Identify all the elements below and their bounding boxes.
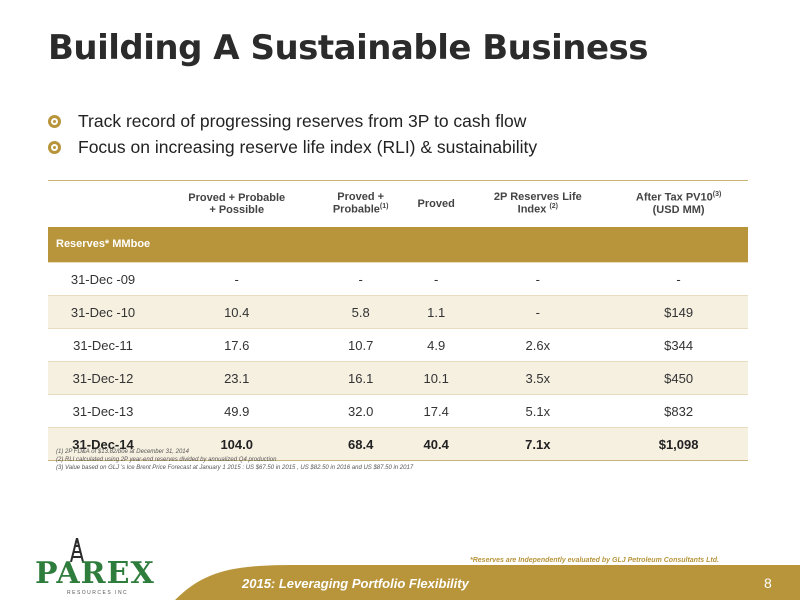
row-date: 31-Dec -09 xyxy=(48,262,158,296)
header-proved: Proved xyxy=(405,180,467,227)
table-header-row: Proved + Probable + Possible Proved + Prob… xyxy=(48,180,748,227)
row-date: 31-Dec-14 xyxy=(48,427,158,461)
table-cell: 32.0 xyxy=(315,394,406,428)
footnotes: (1) 2P FD&A of $13.82/boe at December 31… xyxy=(56,448,413,472)
page-title: Building A Sustainable Business xyxy=(48,28,649,68)
table-cell: 5.1x xyxy=(466,394,610,428)
table-cell: - xyxy=(315,262,406,296)
table-cell: 16.1 xyxy=(315,361,406,395)
header-rli: 2P Reserves Life Index (2) xyxy=(466,180,610,227)
footer-tagline: 2015: Leveraging Portfolio Flexibility xyxy=(242,576,469,591)
bullet-icon xyxy=(48,140,61,154)
header-empty xyxy=(48,180,158,227)
bullet-text: Track record of progressing reserves fro… xyxy=(78,110,527,131)
table-row: 31-Dec-11 17.6 10.7 4.9 2.6x $344 xyxy=(48,328,748,362)
bullet-list: Track record of progressing reserves fro… xyxy=(48,108,537,160)
row-date: 31-Dec -10 xyxy=(48,295,158,329)
table-cell: 4.9 xyxy=(405,328,467,362)
table-row: 31-Dec-12 23.1 16.1 10.1 3.5x $450 xyxy=(48,361,748,395)
table-row: 31-Dec -09- - - - - xyxy=(48,262,748,296)
logo-text: PAREX xyxy=(35,556,155,591)
table-cell: - xyxy=(158,262,316,296)
table-row: 31-Dec-14 104.0 68.4 40.4 7.1x $1,098 xyxy=(48,427,748,461)
table-cell: $450 xyxy=(609,361,748,395)
bullet-item: Track record of progressing reserves fro… xyxy=(48,108,537,134)
table-cell: - xyxy=(466,262,610,296)
parex-logo: PAREX RESOURCES INC xyxy=(35,538,165,598)
row-date: 31-Dec-12 xyxy=(48,361,158,395)
table-row: 31-Dec-13 49.9 32.0 17.4 5.1x $832 xyxy=(48,394,748,428)
page-number: 8 xyxy=(764,575,772,591)
footnote: (2) RLI calculated using 2P year-end res… xyxy=(56,457,277,463)
table-row: 31-Dec -10 10.4 5.8 1.1- $149 xyxy=(48,295,748,329)
footnote: (3) Value based on GLJ 's Ice Brent Pric… xyxy=(56,465,414,471)
band-label: Reserves* MMboe xyxy=(48,226,748,263)
header-2p: Proved + Probable(1) xyxy=(315,180,406,227)
header-pv10: After Tax PV10(3) (USD MM) xyxy=(609,180,748,227)
logo-subtext: RESOURCES INC xyxy=(67,590,129,596)
table-cell: 104.0 xyxy=(158,427,316,461)
table-cell: 68.4 xyxy=(315,427,406,461)
footer-band xyxy=(175,565,800,600)
reserves-table: Proved + Probable + Possible Proved + Prob… xyxy=(48,180,748,461)
row-date: 31-Dec-13 xyxy=(48,394,158,428)
bullet-text: Focus on increasing reserve life index (… xyxy=(78,136,538,157)
disclaimer: *Reserves are Independently evaluated by… xyxy=(470,557,719,564)
table-cell: 17.6 xyxy=(158,328,316,362)
row-date: 31-Dec-11 xyxy=(48,328,158,362)
table-cell: 2.6x xyxy=(466,328,610,362)
table-cell: 17.4 xyxy=(405,394,467,428)
header-3p: Proved + Probable + Possible xyxy=(158,180,316,227)
table-cell: $832 xyxy=(609,394,748,428)
table-cell: $344 xyxy=(609,328,748,362)
table-cell: 23.1 xyxy=(158,361,316,395)
table-cell: - xyxy=(405,262,467,296)
table-cell: 10.1 xyxy=(405,361,467,395)
table-band: Reserves* MMboe xyxy=(48,226,748,263)
table-cell: 10.4 xyxy=(158,295,316,329)
table-cell: - xyxy=(466,295,610,329)
table-cell: - xyxy=(609,262,748,296)
bullet-icon xyxy=(48,114,61,128)
table-cell: 5.8 xyxy=(315,295,406,329)
table-cell: 40.4 xyxy=(405,427,467,461)
footnote: (1) 2P FD&A of $13.82/boe at December 31… xyxy=(56,449,189,455)
table-cell: 1.1 xyxy=(405,295,467,329)
table-cell: 49.9 xyxy=(158,394,316,428)
bullet-item: Focus on increasing reserve life index (… xyxy=(48,134,537,160)
table-cell: 7.1x xyxy=(466,427,610,461)
table-cell: $149 xyxy=(609,295,748,329)
table-cell: $1,098 xyxy=(609,427,748,461)
table-cell: 3.5x xyxy=(466,361,610,395)
derrick-icon xyxy=(70,538,84,562)
table-cell: 10.7 xyxy=(315,328,406,362)
